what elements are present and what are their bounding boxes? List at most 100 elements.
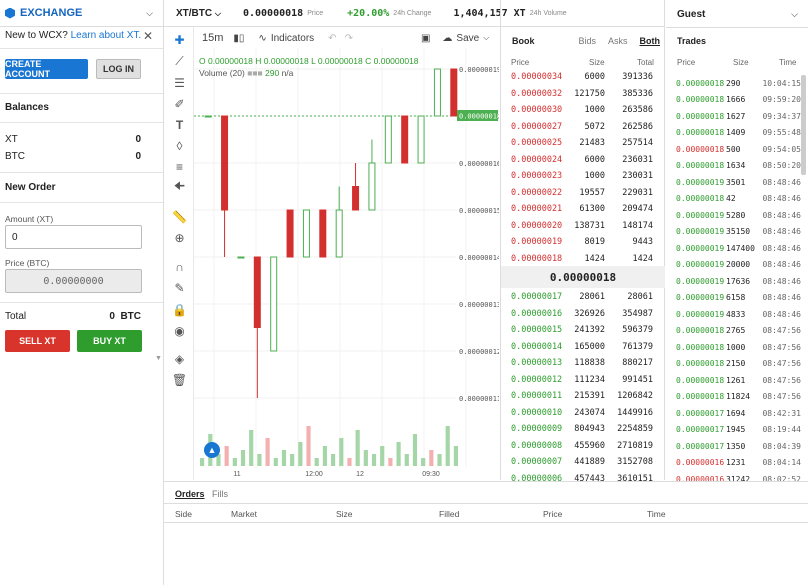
trade-row: 0.00000018 1634 08:50:20 <box>666 158 801 174</box>
layers-icon[interactable]: ◈ <box>174 351 185 366</box>
volume-bar <box>380 446 385 466</box>
bid-row[interactable]: 0.00000016 326926 354987 <box>501 306 665 322</box>
pattern-icon[interactable]: ◊ <box>176 138 183 153</box>
guest-chevron-icon[interactable]: ⌵ <box>791 9 798 19</box>
bid-row[interactable]: 0.00000010 243074 1449916 <box>501 405 665 421</box>
candle-body <box>401 115 409 164</box>
undo-icon[interactable]: ↶ <box>328 32 337 44</box>
zoom-in-icon[interactable]: ⊕ <box>174 230 185 245</box>
tab-asks[interactable]: Asks <box>608 36 628 46</box>
volume-bar <box>388 458 393 466</box>
bid-row[interactable]: 0.00000015 241392 596379 <box>501 322 665 338</box>
amount-input[interactable]: 0 <box>5 225 142 249</box>
book-header: Book Bids Asks Both <box>501 28 665 54</box>
volume-bar <box>314 458 319 466</box>
bid-price: 0.00000008 <box>511 440 563 451</box>
bid-row[interactable]: 0.00000012 111234 991451 <box>501 372 665 388</box>
learn-link[interactable]: Learn about XT. <box>70 30 142 41</box>
interval-button[interactable]: 15m <box>202 32 224 44</box>
candle-type-icon[interactable]: ▮▯ <box>233 32 245 44</box>
volume-bar <box>281 450 287 466</box>
save-dropdown-icon[interactable]: ⌵ <box>483 33 490 42</box>
camera-icon[interactable]: ▣ <box>420 32 431 44</box>
exchange-header[interactable]: EXCHANGE ⌵ <box>0 0 163 27</box>
bid-row[interactable]: 0.00000006 457443 3610151 <box>501 471 665 487</box>
trade-size: 11824 <box>726 392 751 401</box>
ask-row[interactable]: 0.00000018 1424 1424 <box>501 251 665 267</box>
ruler-icon[interactable]: 📏 <box>172 209 187 224</box>
ask-row[interactable]: 0.00000027 5072 262586 <box>501 119 665 135</box>
redo-icon[interactable]: ↷ <box>344 32 353 44</box>
trade-row: 0.00000019 147400 08:48:46 <box>666 240 801 256</box>
text-icon[interactable]: T <box>175 117 184 132</box>
price-input[interactable]: 0.00000000 <box>5 269 142 293</box>
volume-legend: Volume (20) ■■■ 290 n/a <box>199 68 294 78</box>
trade-size: 1350 <box>726 441 746 451</box>
ask-row[interactable]: 0.00000032 121750 385336 <box>501 86 665 102</box>
login-button[interactable]: LOG IN <box>96 59 141 79</box>
tab-both[interactable]: Both <box>639 36 661 46</box>
bid-row[interactable]: 0.00000008 455960 2710819 <box>501 438 665 454</box>
sell-button[interactable]: SELL XT <box>5 330 70 352</box>
trendline-icon[interactable]: ⟋ <box>175 54 184 68</box>
ask-row[interactable]: 0.00000021 61300 209474 <box>501 201 665 217</box>
trade-size: 1634 <box>726 161 746 170</box>
trades-scrollbar[interactable] <box>801 75 806 175</box>
eye-icon[interactable]: ◉ <box>174 323 185 338</box>
candle-body <box>237 256 245 259</box>
tab-orders[interactable]: Orders <box>175 489 205 499</box>
trade-time: 08:48:46 <box>762 210 801 220</box>
save-button[interactable]: Save <box>456 32 480 44</box>
scroll-down-icon[interactable]: ▼ <box>155 355 162 362</box>
close-icon[interactable]: ✕ <box>142 29 153 43</box>
tab-fills[interactable]: Fills <box>212 489 228 499</box>
ask-row[interactable]: 0.00000020 138731 148174 <box>501 218 665 234</box>
trade-price: 0.00000017 <box>676 408 725 418</box>
bid-row[interactable]: 0.00000017 28061 28061 <box>501 289 665 305</box>
ask-row[interactable]: 0.00000024 6000 236031 <box>501 152 665 168</box>
cloud-icon[interactable]: ☁ <box>442 32 453 44</box>
buy-button[interactable]: BUY XT <box>77 330 142 352</box>
ask-row[interactable]: 0.00000023 1000 230031 <box>501 168 665 184</box>
price-chart[interactable]: 0.000000190.000000170.000000160.00000015… <box>194 48 501 480</box>
bid-row[interactable]: 0.00000013 118838 880217 <box>501 355 665 371</box>
create-account-button[interactable]: CREATE ACCOUNT <box>5 59 88 79</box>
bid-size: 441889 <box>574 457 605 467</box>
brush-icon[interactable]: ✐ <box>174 96 185 111</box>
trade-price: 0.00000018 <box>676 194 725 203</box>
bid-row[interactable]: 0.00000007 441889 3152708 <box>501 454 665 470</box>
crosshair-icon[interactable]: ✚ <box>174 32 185 47</box>
mid-price: 0.00000018 <box>501 266 665 288</box>
pitchfork-icon[interactable]: ☰ <box>174 75 185 90</box>
indicators-button[interactable]: Indicators <box>270 32 315 44</box>
tradingview-logo-icon[interactable]: ▲ <box>204 442 220 458</box>
bid-row[interactable]: 0.00000014 165000 761379 <box>501 339 665 355</box>
total-value: 0 <box>109 311 115 322</box>
magnet-icon[interactable]: ∩ <box>175 259 184 274</box>
ticker-volume-label: 24h Volume <box>529 9 567 17</box>
fib-icon[interactable]: ≡ <box>175 159 183 174</box>
chevron-down-icon[interactable]: ⌵ <box>146 7 153 18</box>
ask-row[interactable]: 0.00000025 21483 257514 <box>501 135 665 151</box>
arrow-left-icon[interactable]: 🠈 <box>173 179 186 193</box>
trade-row: 0.00000019 17636 08:48:46 <box>666 273 801 289</box>
pair-selector[interactable]: XT/BTC ⌵ <box>176 7 221 19</box>
guest-label[interactable]: Guest <box>677 9 706 20</box>
indicators-icon[interactable]: ∿ <box>258 32 267 44</box>
ask-row[interactable]: 0.00000030 1000 263586 <box>501 102 665 118</box>
trash-icon[interactable]: 🗑 <box>171 372 188 387</box>
bid-row[interactable]: 0.00000011 215391 1206842 <box>501 388 665 404</box>
candle-body <box>253 256 261 328</box>
lock-icon[interactable]: 🔒 <box>172 302 187 317</box>
ask-row[interactable]: 0.00000019 8019 9443 <box>501 234 665 250</box>
bid-row[interactable]: 0.00000009 804943 2254859 <box>501 421 665 437</box>
trade-time: 10:04:15 <box>762 78 801 88</box>
candle-body <box>335 209 343 258</box>
x-axis: 11 12:00 12 09:30 <box>233 471 439 478</box>
pencil-lock-icon[interactable]: ✎ <box>174 280 185 295</box>
ask-row[interactable]: 0.00000022 19557 229031 <box>501 185 665 201</box>
ask-row[interactable]: 0.00000034 6000 391336 <box>501 69 665 85</box>
tab-bids[interactable]: Bids <box>578 36 597 46</box>
trade-row: 0.00000018 1261 08:47:56 <box>666 372 801 388</box>
balance-amount: 0 <box>135 134 141 145</box>
